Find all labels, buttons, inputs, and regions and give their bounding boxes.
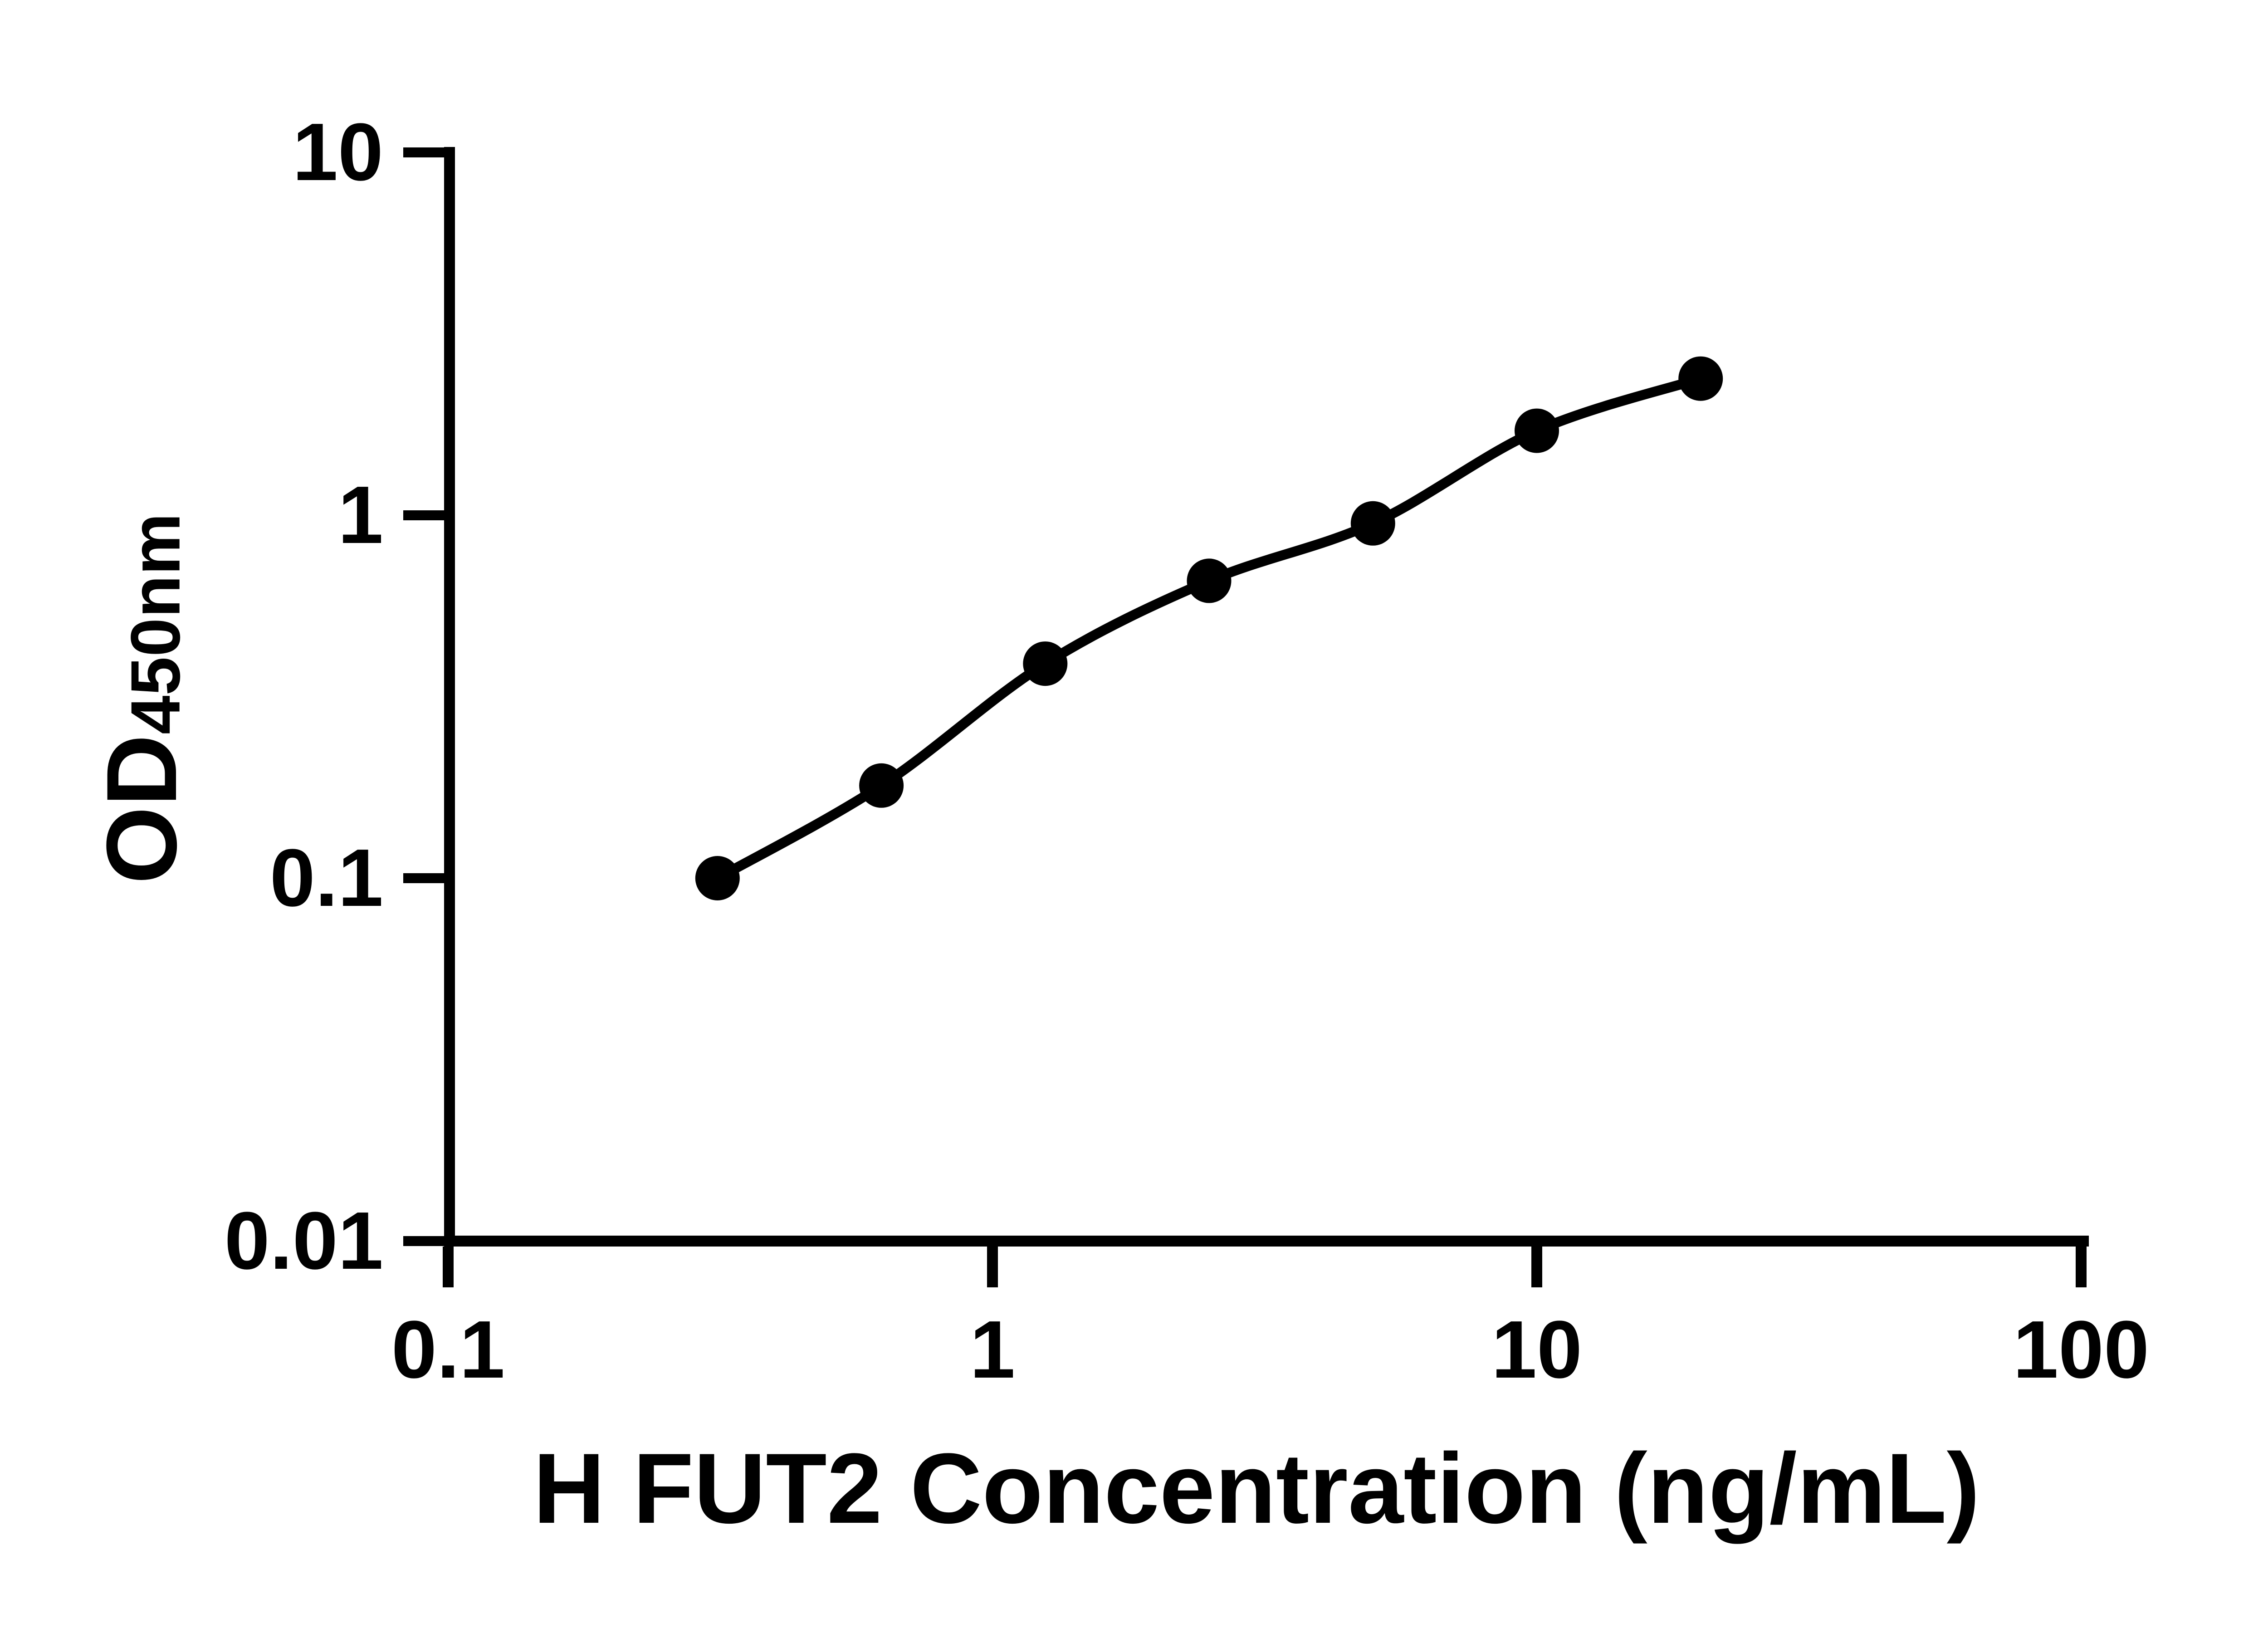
x-tick-1 <box>987 1247 998 1287</box>
data-point-20 <box>1678 356 1723 401</box>
standard-curve-line <box>712 373 1706 883</box>
x-tick-label-10: 10 <box>1491 1304 1583 1395</box>
y-tick-label-0.1: 0.1 <box>269 832 383 924</box>
x-tick-10 <box>1531 1247 1542 1287</box>
data-point-5 <box>1350 501 1395 546</box>
y-tick-0.1 <box>403 873 444 883</box>
data-point-1.25 <box>1023 641 1068 686</box>
y-tick-label-0.01: 0.01 <box>224 1195 383 1286</box>
y-axis-title: OD450nm <box>86 245 197 1152</box>
data-point-2.5 <box>1187 558 1232 603</box>
y-tick-1 <box>403 510 444 520</box>
x-axis-title: H FUT2 Concentration (ng/mL) <box>533 1433 1980 1544</box>
x-tick-label-100: 100 <box>2013 1304 2150 1395</box>
y-tick-label-10: 10 <box>292 107 383 198</box>
y-tick-label-1: 1 <box>337 469 383 561</box>
y-tick-0.01 <box>403 1236 444 1246</box>
data-point-0.3125 <box>695 856 740 900</box>
x-tick-label-0.1: 0.1 <box>391 1304 505 1395</box>
data-point-0.625 <box>859 763 904 808</box>
x-axis-line <box>444 1236 2089 1247</box>
data-point-10 <box>1515 408 1559 453</box>
x-tick-100 <box>2076 1247 2087 1287</box>
y-tick-10 <box>403 147 444 157</box>
x-tick-0.1 <box>443 1247 454 1287</box>
y-axis-line <box>444 147 455 1247</box>
x-tick-label-1: 1 <box>969 1304 1016 1395</box>
